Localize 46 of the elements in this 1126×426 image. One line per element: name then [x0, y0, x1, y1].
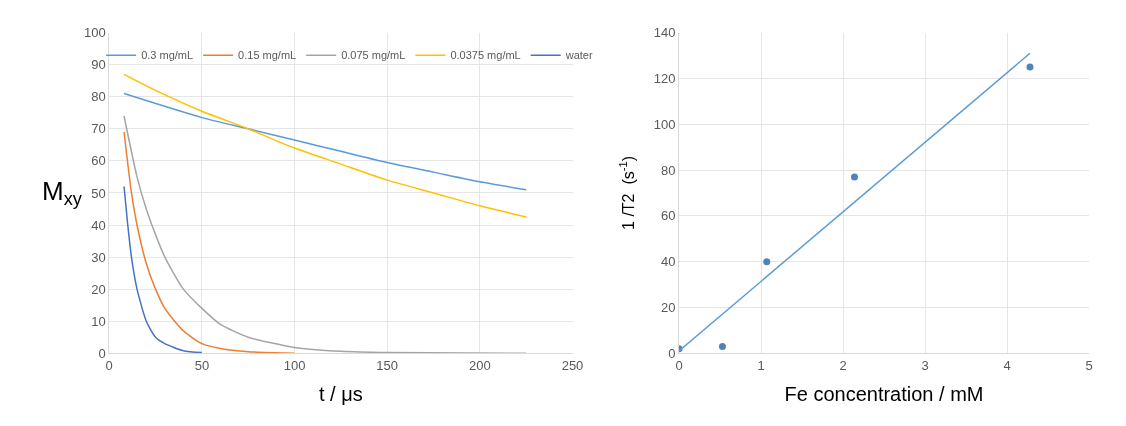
point [718, 342, 726, 350]
x-tick-label: 50 [194, 357, 210, 373]
y-tick-label: 80 [91, 89, 106, 105]
y-tick-label: 30 [91, 249, 106, 265]
legend-label: 0.15 mg/mL [238, 49, 297, 62]
point [1026, 63, 1034, 71]
y-axis-title: M$_{xy}$ [42, 176, 83, 210]
y-tick-label: 0 [98, 345, 106, 361]
y-tick-label: 100 [653, 116, 676, 132]
y-tick-label: 90 [91, 57, 106, 73]
x-axis-title: Fe concentration / mM [784, 383, 984, 406]
point [763, 258, 771, 266]
legend-label: 0.0375 mg/mL [450, 49, 521, 62]
x-tick-label: 250 [561, 357, 584, 373]
point [850, 173, 858, 181]
x-tick-label: 4 [1003, 357, 1011, 373]
y-tick-label: 70 [91, 121, 106, 137]
x-tick-label: 200 [468, 357, 491, 373]
line-series [123, 185, 203, 354]
y-tick-label: 100 [83, 25, 106, 41]
x-tick-label: 100 [283, 357, 306, 373]
legend-label: 0.075 mg/mL [341, 49, 406, 62]
y-tick-label: 140 [653, 25, 676, 41]
y-tick-label: 20 [660, 300, 676, 316]
y-tick-label: 20 [91, 281, 106, 297]
y-tick-label: 50 [91, 185, 106, 201]
x-tick-label: 5 [1085, 357, 1093, 373]
y-tick-label: 120 [653, 70, 676, 86]
x-tick-label: 150 [376, 357, 399, 373]
x-tick-label: 2 [839, 357, 847, 373]
y-tick-label: 40 [660, 254, 676, 270]
y-tick-label: 80 [660, 162, 676, 178]
y-tick-label: 60 [660, 208, 676, 224]
line-series [123, 73, 527, 218]
y-tick-label: 10 [91, 313, 106, 329]
y-tick-label: 60 [91, 153, 106, 169]
y-tick-label: 0 [668, 345, 676, 361]
line-series [123, 131, 296, 354]
line-series [123, 92, 527, 191]
line-series [123, 115, 527, 354]
x-axis-title: t / μs [318, 383, 363, 406]
x-tick-label: 1 [757, 357, 765, 373]
legend-label: 0.3 mg/mL [141, 49, 194, 62]
x-tick-label: 3 [921, 357, 929, 373]
legend-label: water [564, 49, 593, 62]
y-tick-label: 40 [91, 217, 106, 233]
